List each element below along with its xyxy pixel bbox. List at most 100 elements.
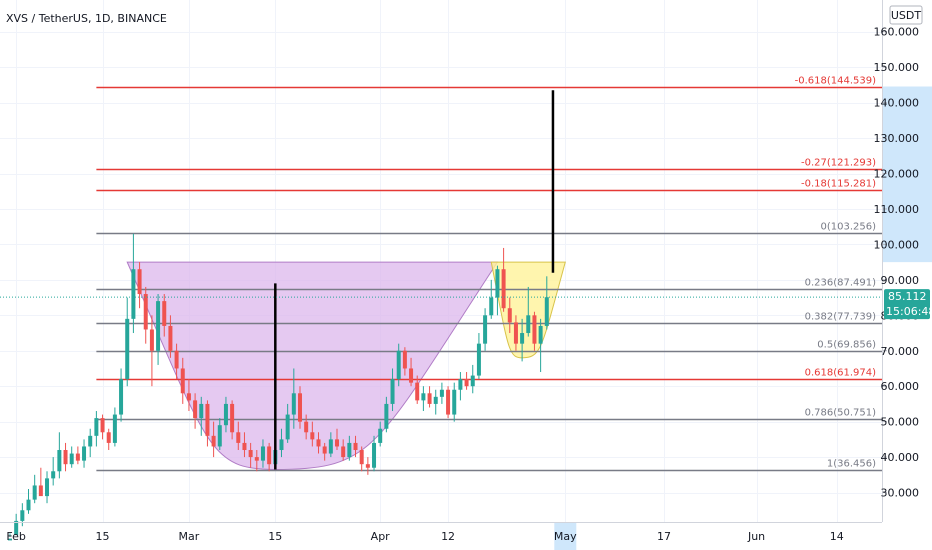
candle-body <box>156 301 161 351</box>
candle <box>45 471 50 504</box>
candle <box>384 396 389 433</box>
candle <box>489 279 494 319</box>
candle <box>100 414 105 440</box>
candle <box>149 315 154 387</box>
candle-body <box>409 368 414 383</box>
candle <box>304 414 309 440</box>
ytick-label: 60.000 <box>881 380 920 393</box>
candle <box>267 442 272 472</box>
candle <box>446 386 451 419</box>
candle <box>260 439 265 468</box>
candle-body <box>193 400 198 419</box>
candle-body <box>51 471 56 479</box>
fib-label: -0.18(115.281) <box>801 179 876 190</box>
candle <box>8 533 12 541</box>
candle <box>390 368 395 412</box>
candle <box>32 474 37 504</box>
fib-label: 0.618(61.974) <box>805 368 877 379</box>
candle-body <box>174 350 179 369</box>
candle-body <box>125 318 130 380</box>
candle-body <box>501 269 506 309</box>
candle <box>507 297 512 334</box>
candle <box>143 286 148 344</box>
candle-body <box>8 538 12 541</box>
fib-label: 1(36.456) <box>827 459 876 470</box>
candle <box>112 407 117 447</box>
xtick-label: 15 <box>96 530 110 543</box>
fibonacci-levels[interactable]: -0.618(144.539) -0.27(121.293) -0.18(115.2… <box>96 76 882 472</box>
candle <box>242 432 247 458</box>
candle-body <box>63 450 68 465</box>
candle <box>353 435 358 458</box>
candle-body <box>186 393 191 401</box>
candle <box>439 382 444 404</box>
candle-body <box>458 379 463 390</box>
candle-body <box>205 403 210 436</box>
ytick-label: 160.000 <box>874 26 920 39</box>
candle <box>513 315 518 351</box>
candle-body <box>452 389 457 415</box>
price-tag-countdown: 15:06:48 <box>886 305 932 318</box>
ytick-label: 30.000 <box>881 487 920 500</box>
ytick-label: 50.000 <box>881 416 920 429</box>
candle <box>458 372 463 401</box>
candle <box>26 489 31 514</box>
candle-body <box>230 403 235 433</box>
fib-label: 0.236(87.491) <box>805 278 877 289</box>
candle <box>470 364 475 394</box>
fib-label: 0.382(77.739) <box>805 312 877 323</box>
candle <box>131 233 136 334</box>
symbol-title: XVS / TetherUS, 1D, BINANCE <box>6 12 167 25</box>
candle <box>75 446 80 465</box>
candle-body <box>476 343 481 376</box>
ytick-label: 140.000 <box>874 97 920 110</box>
xtick-label: Feb <box>6 530 25 543</box>
ytick-label: 90.000 <box>881 274 920 287</box>
candle-body <box>149 329 154 351</box>
candle-body <box>223 403 228 426</box>
target-projections <box>274 90 555 470</box>
candle <box>291 368 296 429</box>
candle <box>483 308 488 351</box>
fib-label: 0.5(69.856) <box>817 340 876 351</box>
xtick-label: Jun <box>747 530 765 543</box>
candle-body <box>69 453 74 465</box>
price-tag-price: 85.112 <box>888 290 927 303</box>
candle-body <box>291 393 296 415</box>
xtick-label: 14 <box>830 530 844 543</box>
candle <box>526 286 531 337</box>
candle <box>402 347 407 376</box>
candle <box>254 450 259 472</box>
candle-body <box>316 439 321 447</box>
candle-body <box>495 269 500 298</box>
candle-body <box>526 315 531 334</box>
candle <box>88 428 93 458</box>
candle-body <box>372 442 377 468</box>
candle-body <box>38 485 43 497</box>
xtick-label: Mar <box>179 530 200 543</box>
candle <box>415 375 420 404</box>
candle-body <box>384 403 389 429</box>
candle <box>476 333 481 380</box>
candle-body <box>378 428 383 443</box>
candle-body <box>88 435 93 447</box>
candle-body <box>396 350 401 380</box>
candle-body <box>341 446 346 458</box>
candle-body <box>119 379 124 415</box>
candle-body <box>421 393 426 401</box>
candle-body <box>267 446 272 465</box>
candle-body <box>520 333 525 344</box>
xtick-label: May <box>554 530 577 543</box>
ytick-label: 40.000 <box>881 451 920 464</box>
candle <box>186 379 191 412</box>
price-tag: 85.112 15:06:48 <box>884 289 932 320</box>
candle <box>223 396 228 433</box>
candle <box>279 428 284 458</box>
candle <box>520 318 525 362</box>
currency-button[interactable] <box>889 5 923 25</box>
ytick-label: 110.000 <box>874 203 920 216</box>
candle-body <box>279 439 284 451</box>
candle <box>205 400 210 447</box>
candle-body <box>242 442 247 451</box>
